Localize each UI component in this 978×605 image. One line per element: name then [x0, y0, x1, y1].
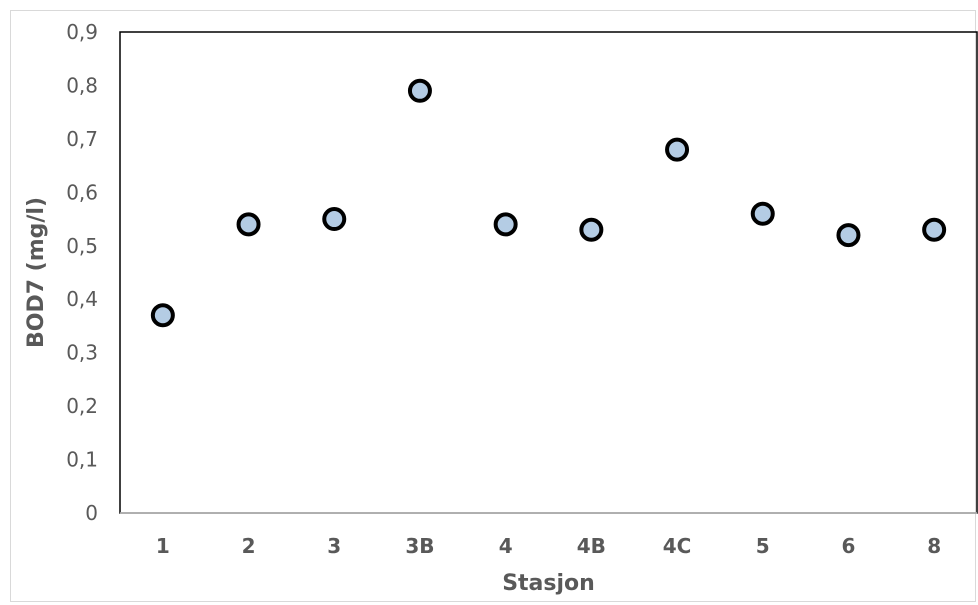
y-axis-ticks: 0 0,1 0,2 0,3 0,4 0,5 0,6 0,7 0,8 0,9 — [66, 20, 98, 525]
y-axis-title: BOD7 (mg/l) — [24, 197, 49, 348]
data-point — [150, 303, 175, 328]
x-tick-label: 3B — [405, 534, 434, 558]
y-tick-label: 0 — [85, 501, 98, 525]
data-point — [493, 212, 518, 237]
data-point — [836, 223, 861, 248]
data-point — [236, 212, 261, 237]
y-tick-label: 0,5 — [66, 234, 98, 258]
data-point — [922, 217, 947, 242]
y-tick-label: 0,3 — [66, 341, 98, 365]
y-tick-label: 0,9 — [66, 20, 98, 44]
x-tick-label: 6 — [841, 534, 855, 558]
x-tick-label: 4C — [663, 534, 692, 558]
y-tick-label: 0,2 — [66, 394, 98, 418]
chart-frame — [10, 10, 976, 602]
data-point — [322, 207, 347, 232]
x-tick-label: 4B — [577, 534, 606, 558]
y-tick-label: 0,1 — [66, 448, 98, 472]
x-tick-label: 8 — [927, 534, 941, 558]
y-tick-label: 0,6 — [66, 180, 98, 204]
x-axis-ticks: 1 2 3 3B 4 4B 4C 5 6 8 — [156, 534, 941, 558]
data-point — [750, 201, 775, 226]
y-tick-label: 0,4 — [66, 287, 98, 311]
x-tick-label: 4 — [499, 534, 513, 558]
y-tick-label: 0,8 — [66, 73, 98, 97]
data-point — [407, 78, 432, 103]
x-tick-label: 1 — [156, 534, 170, 558]
data-point — [579, 217, 604, 242]
x-tick-label: 5 — [756, 534, 770, 558]
y-tick-label: 0,7 — [66, 127, 98, 151]
data-point — [665, 137, 690, 162]
plot-area — [119, 31, 978, 514]
x-tick-label: 3 — [327, 534, 341, 558]
x-tick-label: 2 — [242, 534, 256, 558]
x-axis-title: Stasjon — [502, 571, 595, 596]
data-points — [150, 78, 947, 328]
